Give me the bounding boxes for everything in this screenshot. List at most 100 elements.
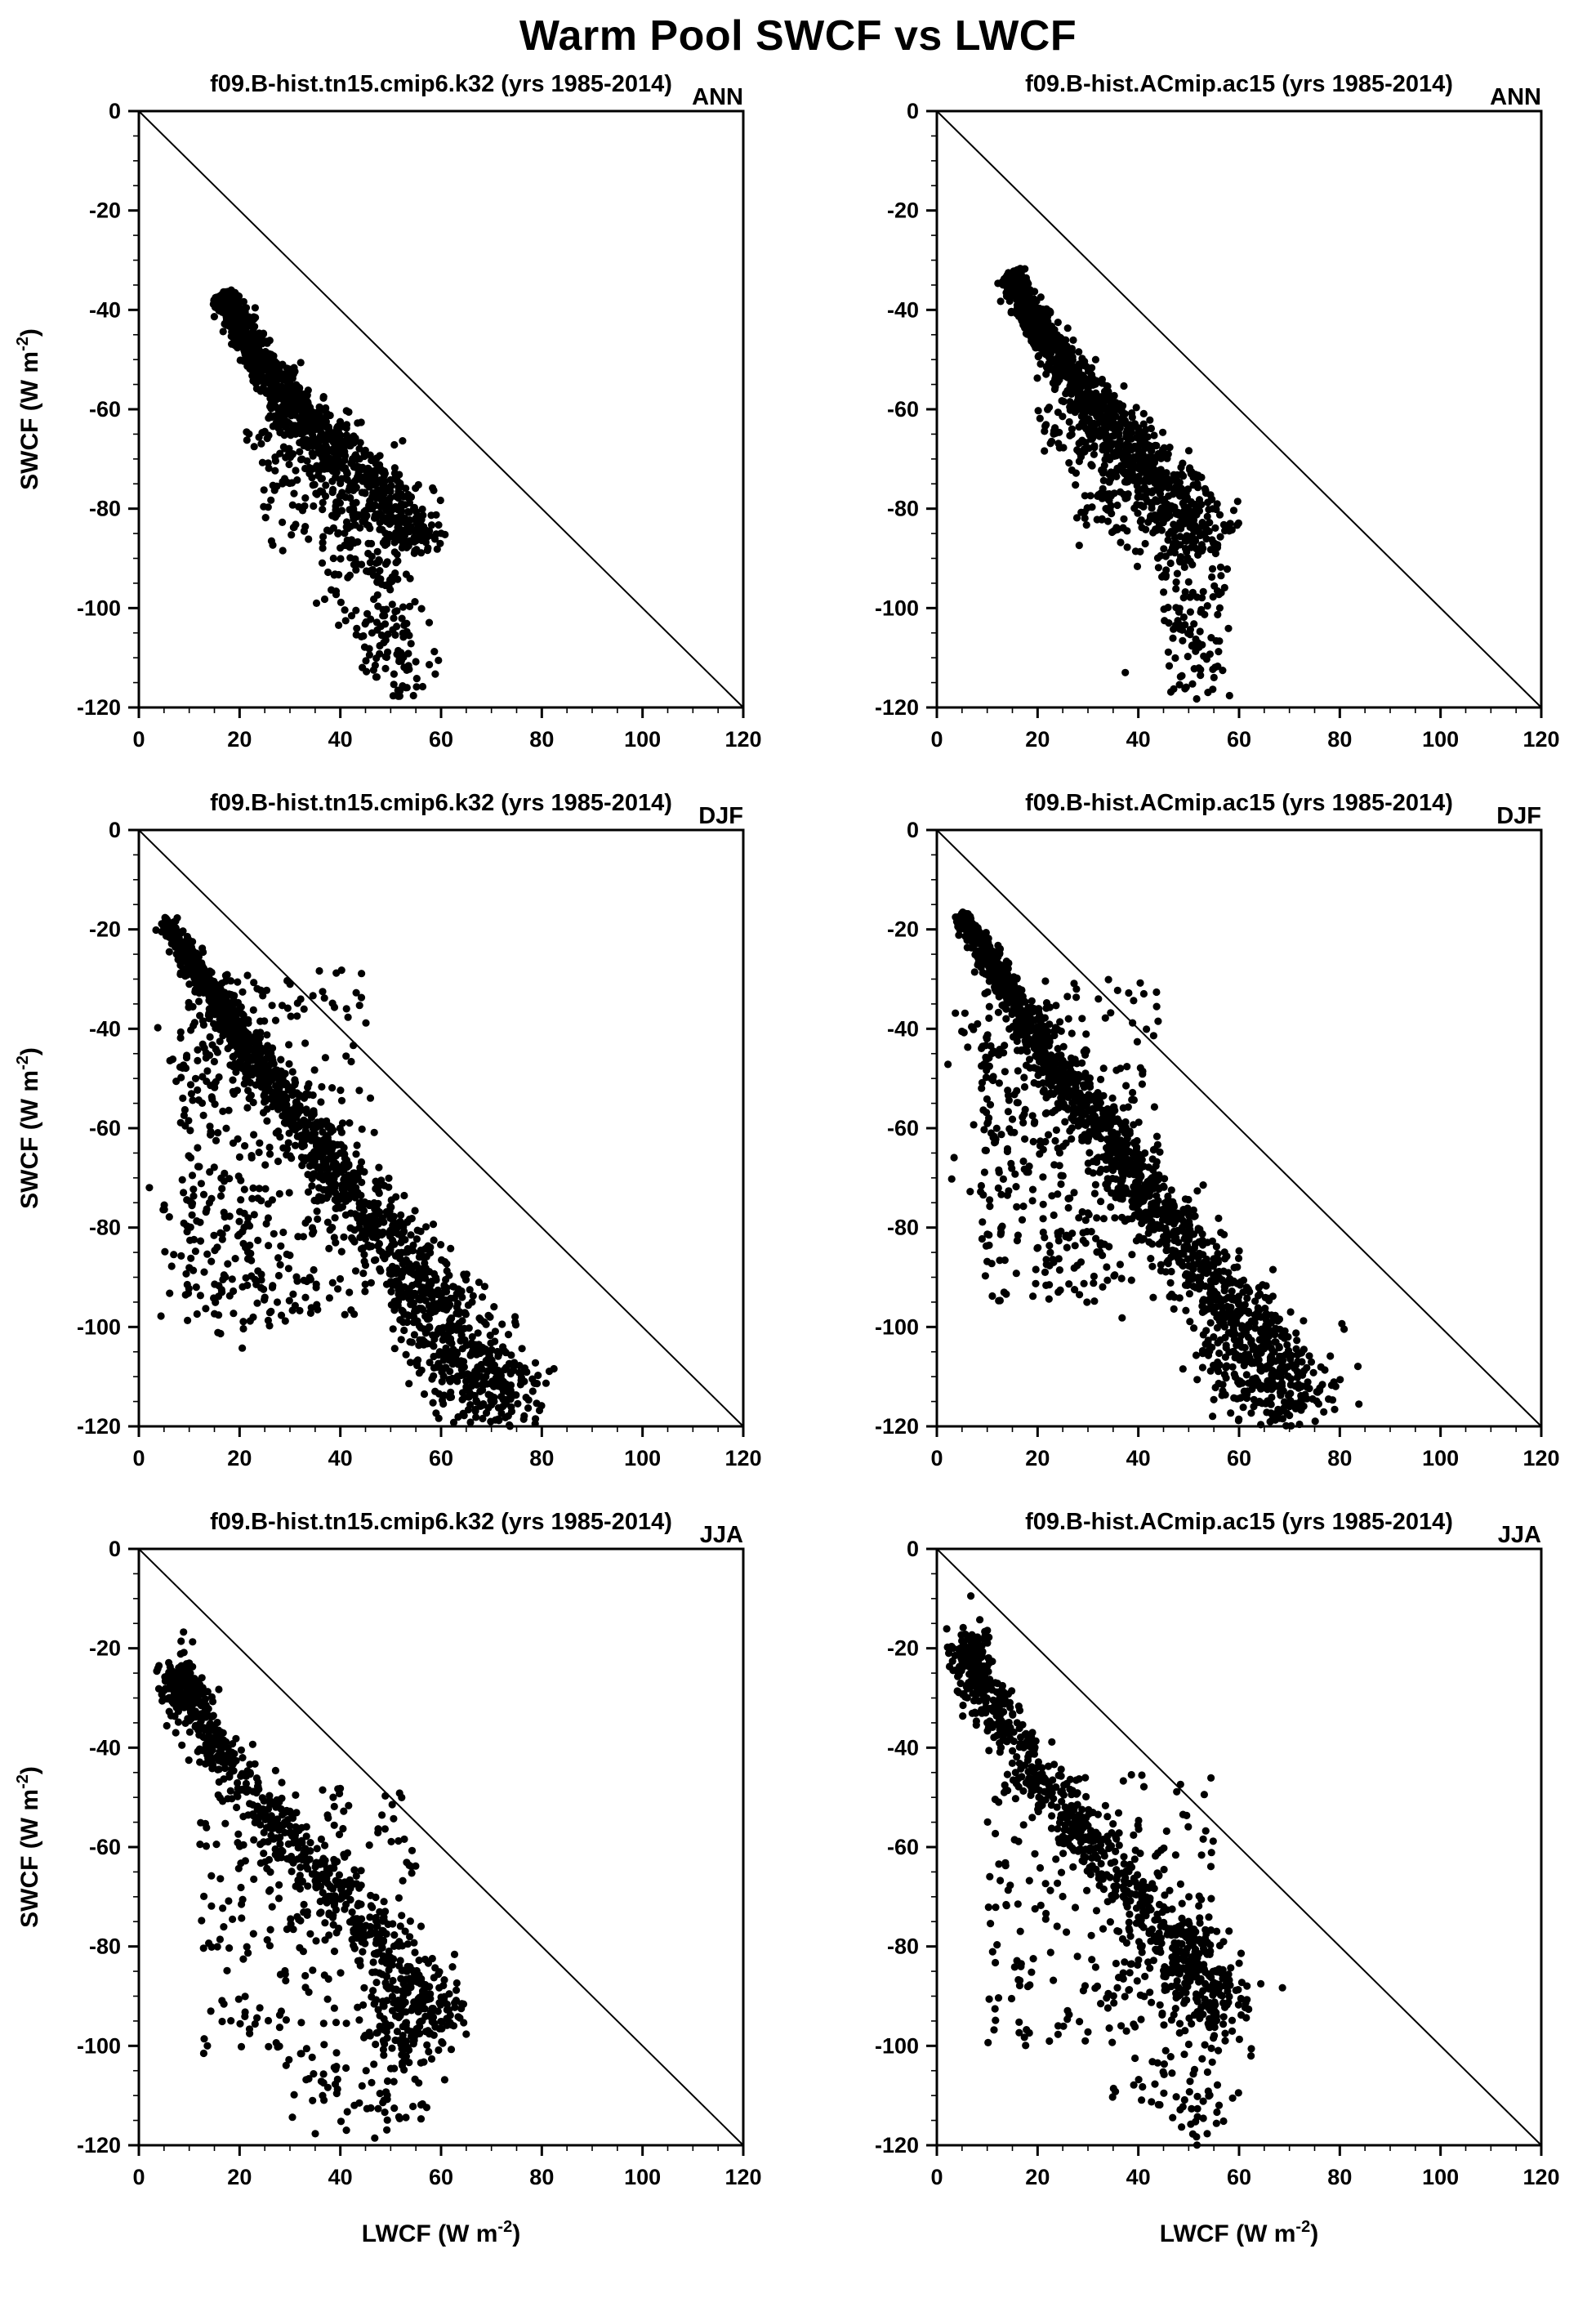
axis-ticks: [926, 109, 1543, 718]
y-tick-labels: 0 -20 -40 -60 -80 -100 -120: [77, 99, 121, 720]
scatter-points: [209, 286, 449, 700]
panel-djf-right: f09.B-hist.ACmip.ac15 (yrs 1985-2014) DJF…: [798, 781, 1596, 1500]
x-tick-labels: 0 20 40 60 80 100 120: [930, 2165, 1559, 2189]
diagonal-line: [936, 1548, 1542, 2146]
panel-svg-djf-1: f09.B-hist.ACmip.ac15 (yrs 1985-2014) DJF…: [875, 790, 1560, 1470]
scatter-points: [943, 1592, 1286, 2149]
svg-text:0: 0: [109, 818, 121, 842]
panel-svg-ann-1: f09.B-hist.ACmip.ac15 (yrs 1985-2014) ANN…: [875, 71, 1560, 752]
panel-jja-left: f09.B-hist.tn15.cmip6.k32 (yrs 1985-2014…: [0, 1500, 798, 2284]
y-tick-labels: 0 -20 -40 -60 -80 -100 -120: [77, 818, 121, 1439]
panel-title: f09.B-hist.ACmip.ac15 (yrs 1985-2014): [1025, 1509, 1453, 1535]
scatter-points: [994, 265, 1242, 703]
svg-text:-60: -60: [887, 397, 919, 422]
svg-text:0: 0: [132, 1446, 145, 1470]
svg-text:20: 20: [227, 1446, 252, 1470]
panel-svg-ann-0: f09.B-hist.tn15.cmip6.k32 (yrs 1985-2014…: [14, 71, 762, 752]
panel-ann-right: f09.B-hist.ACmip.ac15 (yrs 1985-2014) ANN…: [798, 62, 1596, 781]
svg-text:-20: -20: [887, 199, 919, 223]
plot-frame: [137, 828, 745, 1428]
axis-ticks: [128, 1547, 745, 2156]
scatter-points: [944, 908, 1363, 1430]
panel-title: f09.B-hist.tn15.cmip6.k32 (yrs 1985-2014…: [210, 1509, 672, 1535]
svg-text:40: 40: [328, 727, 353, 752]
y-tick-labels: 0-20-40-60-80-100-120: [875, 1537, 919, 2158]
y-tick-labels: 0-20-40-60-80-100-120: [875, 818, 919, 1439]
diagonal-line: [138, 110, 744, 708]
svg-text:40: 40: [1126, 727, 1151, 752]
svg-text:80: 80: [529, 727, 554, 752]
svg-text:100: 100: [624, 1446, 661, 1470]
diagonal-line: [936, 110, 1542, 708]
scatter-points: [145, 913, 558, 1430]
svg-text:20: 20: [227, 727, 252, 752]
svg-text:-80: -80: [89, 497, 121, 521]
season-label: DJF: [1496, 803, 1541, 829]
panel-svg-djf-0: f09.B-hist.tn15.cmip6.k32 (yrs 1985-2014…: [14, 790, 762, 1470]
svg-text:-80: -80: [89, 1216, 121, 1240]
svg-text:100: 100: [1422, 727, 1459, 752]
svg-text:-20: -20: [89, 199, 121, 223]
svg-text:80: 80: [529, 1446, 554, 1470]
svg-text:120: 120: [1522, 727, 1559, 752]
svg-text:-40: -40: [887, 297, 919, 322]
svg-text:-60: -60: [89, 1116, 121, 1140]
svg-text:-120: -120: [77, 1414, 121, 1439]
axis-ticks: [128, 109, 745, 718]
x-axis-title: LWCF (W m-2): [1160, 2218, 1318, 2247]
panel-title: f09.B-hist.ACmip.ac15 (yrs 1985-2014): [1025, 790, 1453, 816]
panel-title: f09.B-hist.tn15.cmip6.k32 (yrs 1985-2014…: [210, 790, 672, 816]
season-label: DJF: [698, 803, 743, 829]
svg-text:-100: -100: [875, 596, 919, 620]
svg-text:0: 0: [109, 99, 121, 123]
svg-text:SWCF (W m-2): SWCF (W m-2): [14, 1047, 43, 1209]
y-axis-title: SWCF (W m-2): [14, 1766, 43, 1928]
y-tick-labels: 0-20-40-60-80-100-120: [77, 1537, 121, 2158]
plot-frame: [935, 828, 1543, 1428]
panel-djf-left: f09.B-hist.tn15.cmip6.k32 (yrs 1985-2014…: [0, 781, 798, 1500]
svg-text:0: 0: [132, 727, 145, 752]
panel-title: f09.B-hist.ACmip.ac15 (yrs 1985-2014): [1025, 71, 1453, 97]
svg-text:-100: -100: [77, 596, 121, 620]
season-label: ANN: [692, 84, 743, 110]
panel-svg-jja-1: f09.B-hist.ACmip.ac15 (yrs 1985-2014) JJA…: [875, 1509, 1560, 2247]
svg-text:60: 60: [429, 727, 453, 752]
y-axis-title: SWCF (W m-2): [14, 328, 43, 490]
svg-text:0: 0: [907, 99, 919, 123]
x-tick-labels: 0 20 40 60 80 100 120: [132, 1446, 761, 1470]
x-tick-labels: 0 20 40 60 80 100 120: [132, 727, 761, 752]
svg-text:-40: -40: [89, 297, 121, 322]
svg-text:-60: -60: [89, 397, 121, 422]
diagonal-line: [138, 1548, 744, 2146]
svg-text:60: 60: [1227, 727, 1251, 752]
svg-text:0: 0: [930, 727, 943, 752]
season-label: JJA: [1498, 1522, 1541, 1548]
scatter-points: [153, 1628, 470, 2142]
svg-text:100: 100: [624, 727, 661, 752]
panel-ann-left: f09.B-hist.tn15.cmip6.k32 (yrs 1985-2014…: [0, 62, 798, 781]
svg-text:-120: -120: [77, 695, 121, 720]
plot-frame: [935, 109, 1543, 709]
svg-text:60: 60: [429, 1446, 453, 1470]
svg-text:SWCF (W m-2): SWCF (W m-2): [14, 328, 43, 490]
x-tick-labels: 0 20 40 60 80 100 120: [930, 1446, 1559, 1470]
svg-text:-20: -20: [89, 917, 121, 942]
svg-text:-80: -80: [887, 497, 919, 521]
diagonal-line: [138, 829, 744, 1427]
svg-text:40: 40: [328, 1446, 353, 1470]
svg-text:-120: -120: [875, 695, 919, 720]
x-tick-labels: 0 20 40 60 80 100 120: [132, 2165, 761, 2189]
diagonal-line: [936, 829, 1542, 1427]
svg-text:-40: -40: [89, 1016, 121, 1041]
panel-svg-jja-0: f09.B-hist.tn15.cmip6.k32 (yrs 1985-2014…: [14, 1509, 762, 2247]
svg-text:-100: -100: [77, 1314, 121, 1339]
axis-ticks: [926, 1547, 1543, 2156]
season-label: JJA: [700, 1522, 743, 1548]
panel-grid: f09.B-hist.tn15.cmip6.k32 (yrs 1985-2014…: [0, 62, 1596, 2284]
svg-text:20: 20: [1025, 727, 1050, 752]
plot-frame: [935, 1547, 1543, 2147]
svg-text:120: 120: [724, 1446, 761, 1470]
x-tick-labels: 0 20 40 60 80 100 120: [930, 727, 1559, 752]
svg-text:120: 120: [724, 727, 761, 752]
